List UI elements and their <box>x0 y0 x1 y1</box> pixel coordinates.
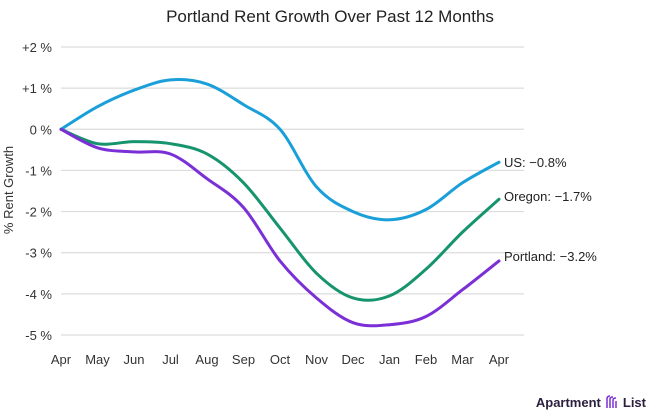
series-line-us <box>59 78 501 222</box>
y-tick-label: -3 % <box>25 246 52 261</box>
x-tick-label: Feb <box>415 352 437 367</box>
y-tick-label: +1 % <box>22 81 52 96</box>
series-end-label: Oregon: −1.7% <box>504 189 592 204</box>
x-tick-label: Nov <box>305 352 329 367</box>
y-tick-label: -5 % <box>25 328 52 343</box>
logo-text: List <box>622 394 646 410</box>
x-tick-label: Jun <box>124 352 145 367</box>
x-tick-label: Mar <box>451 352 474 367</box>
chart-title: Portland Rent Growth Over Past 12 Months <box>166 7 494 26</box>
x-tick-label: Jan <box>379 352 400 367</box>
series-line-oregon <box>59 127 501 302</box>
x-tick-label: Jul <box>162 352 179 367</box>
x-tick-label: Dec <box>341 352 365 367</box>
x-tick-label: Apr <box>489 352 510 367</box>
y-tick-label: -1 % <box>25 163 52 178</box>
x-tick-label: Aug <box>195 352 218 367</box>
x-tick-label: Apr <box>51 352 72 367</box>
y-axis-label: % Rent Growth <box>1 146 16 234</box>
x-tick-label: May <box>85 352 110 367</box>
series-line-portland <box>59 127 501 328</box>
logo-icon <box>606 395 617 408</box>
series-end-label: US: −0.8% <box>504 155 567 170</box>
apartment-list-logo: Apartment List <box>536 394 646 410</box>
series-end-label: Portland: −3.2% <box>504 249 597 264</box>
y-tick-label: 0 % <box>30 122 53 137</box>
y-tick-label: +2 % <box>22 40 52 55</box>
logo-text: Apartment <box>535 394 601 410</box>
x-tick-label: Oct <box>270 352 291 367</box>
y-tick-label: -4 % <box>25 287 52 302</box>
y-tick-label: -2 % <box>25 205 52 220</box>
x-tick-label: Sep <box>232 352 255 367</box>
